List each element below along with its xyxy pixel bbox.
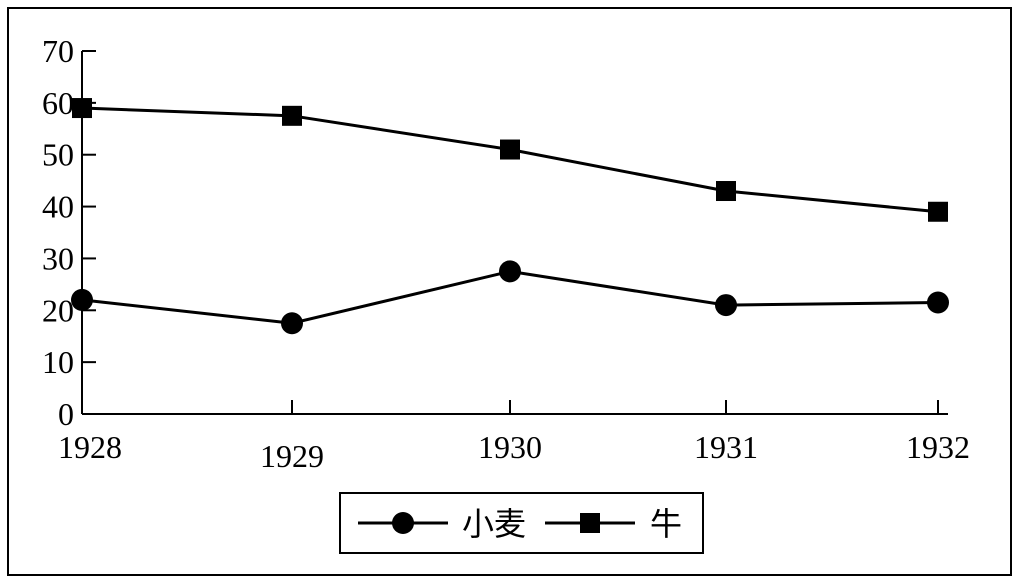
data-point-circle [281, 312, 303, 335]
legend-marker-cattle [580, 513, 600, 533]
data-point-square [500, 139, 520, 160]
data-point-circle [715, 294, 737, 317]
y-tick-label: 60 [42, 85, 74, 121]
data-point-square [72, 98, 92, 119]
x-tick-label: 1932 [906, 429, 970, 465]
y-tick-label: 10 [42, 344, 74, 380]
series-line [81, 106, 939, 214]
data-point-circle [927, 291, 949, 314]
series-wheat [71, 260, 949, 335]
axes [81, 51, 948, 415]
y-tick-label: 50 [42, 137, 74, 173]
data-point-square [928, 201, 948, 222]
legend-label-cattle: 牛 [650, 505, 682, 543]
series-layer [71, 98, 949, 335]
x-tick-label: 1929 [260, 438, 324, 474]
legend-label-wheat: 小麦 [462, 505, 526, 543]
y-tick-label: 70 [42, 33, 74, 69]
data-point-square [282, 105, 302, 126]
data-point-square [716, 181, 736, 202]
x-tick-label: 1931 [694, 429, 758, 465]
y-tick-label: 40 [42, 189, 74, 225]
y-tick-label: 30 [42, 240, 74, 276]
y-tick-label: 20 [42, 292, 74, 328]
data-point-circle [71, 288, 93, 311]
y-tick-label: 0 [58, 396, 74, 432]
series-cattle [72, 98, 948, 222]
data-point-circle [499, 260, 521, 283]
x-axis-ticks: 1928 1929 1930 1931 1932 [58, 400, 970, 474]
y-axis-ticks: 0 10 20 30 40 50 60 70 [42, 33, 96, 432]
x-tick-label: 1930 [478, 429, 542, 465]
outer-frame [7, 7, 1012, 576]
legend: 小麦 牛 [339, 492, 704, 554]
legend-marker-wheat [392, 512, 414, 534]
x-tick-label: 1928 [58, 429, 122, 465]
